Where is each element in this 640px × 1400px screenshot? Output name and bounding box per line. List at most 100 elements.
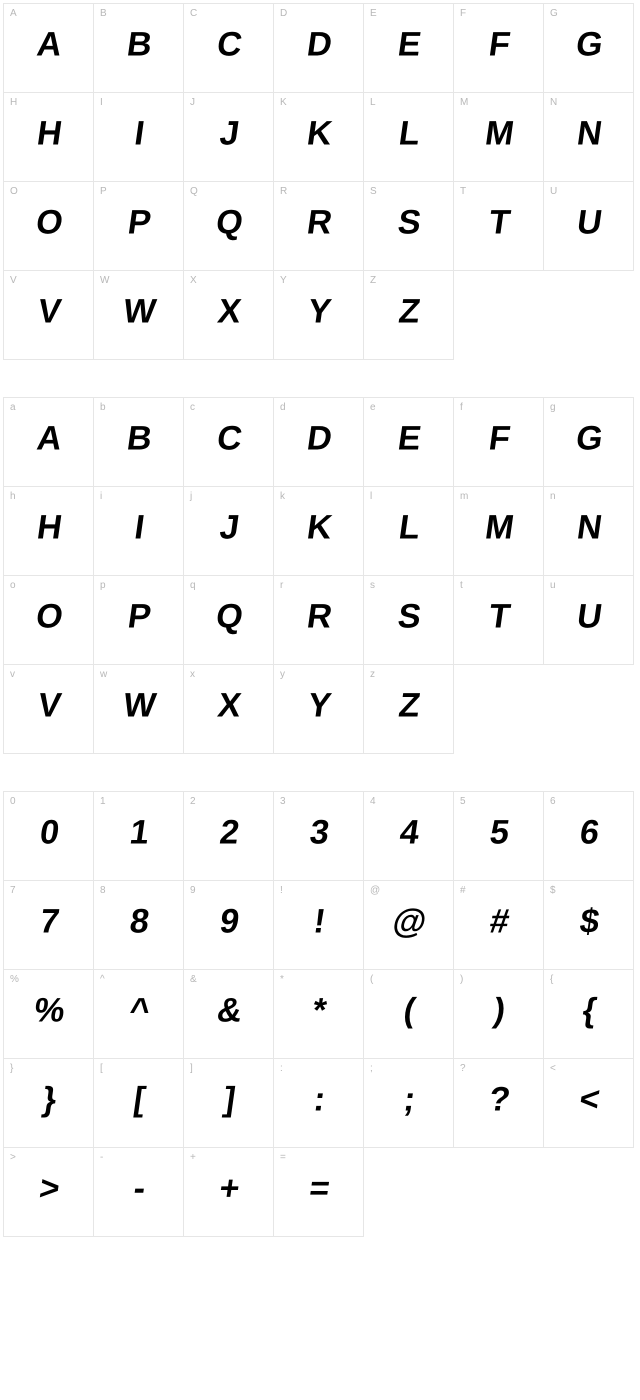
glyph-cell: 55 [453,791,544,881]
glyph-cell: bB [93,397,184,487]
cell-label: 2 [190,796,196,807]
cell-glyph: * [310,991,328,1030]
cell-glyph: G [573,25,604,64]
cell-label: H [10,97,17,108]
glyph-cell: && [183,969,274,1059]
cell-glyph: F [486,25,511,64]
cell-label: q [190,580,196,591]
cell-glyph: H [34,114,63,153]
cell-glyph: O [33,203,64,242]
cell-glyph: R [304,203,333,242]
glyph-cell: ++ [183,1147,274,1237]
cell-glyph: D [304,419,333,458]
cell-glyph: U [574,203,603,242]
cell-glyph: K [304,508,333,547]
glyph-cell: 33 [273,791,364,881]
cell-glyph: 5 [487,813,510,852]
cell-label: n [550,491,556,502]
glyph-cell: ?? [453,1058,544,1148]
glyph-cell: WW [93,270,184,360]
glyph-cell: 88 [93,880,184,970]
cell-label: R [280,186,287,197]
cell-glyph: 7 [37,902,60,941]
cell-glyph: ) [491,991,507,1030]
cell-label: ( [370,974,373,985]
cell-glyph: ( [401,991,417,1030]
cell-label: { [550,974,553,985]
cell-glyph: P [125,203,152,242]
cell-glyph: F [486,419,511,458]
glyph-cell: fF [453,397,544,487]
cell-label: z [370,669,375,680]
glyph-cell: FF [453,3,544,93]
glyph-cell: AA [3,3,94,93]
glyph-cell: vV [3,664,94,754]
empty-cell [363,1147,454,1237]
cell-label: O [10,186,18,197]
cell-glyph: B [124,25,153,64]
glyph-cell: uU [543,575,634,665]
glyph-cell: -- [93,1147,184,1237]
glyph-cell: ** [273,969,364,1059]
glyph-cell: ## [453,880,544,970]
cell-glyph: 4 [397,813,420,852]
cell-label: l [370,491,372,502]
cell-glyph: K [304,114,333,153]
cell-label: t [460,580,463,591]
cell-label: : [280,1063,283,1074]
glyph-cell: wW [93,664,184,754]
section-lowercase: aAbBcCdDeEfFgGhHiIjJkKlLmMnNoOpPqQrRsStT… [4,398,636,754]
cell-label: Z [370,275,376,286]
cell-glyph: ? [486,1080,511,1119]
glyph-cell: ]] [183,1058,274,1148]
glyph-cell: == [273,1147,364,1237]
cell-label: = [280,1152,286,1163]
cell-glyph: ] [221,1080,237,1119]
cell-glyph: - [131,1169,147,1208]
cell-glyph: @ [390,902,428,941]
glyph-cell: 44 [363,791,454,881]
cell-glyph: A [34,25,63,64]
glyph-cell: mM [453,486,544,576]
cell-glyph: I [132,114,146,153]
cell-glyph: H [34,508,63,547]
cell-glyph: W [120,292,157,331]
cell-glyph: 8 [127,902,150,941]
glyph-grid: aAbBcCdDeEfFgGhHiIjJkKlLmMnNoOpPqQrRsStT… [4,398,636,754]
glyph-cell: YY [273,270,364,360]
glyph-cell: UU [543,181,634,271]
cell-label: 6 [550,796,556,807]
cell-label: m [460,491,468,502]
cell-label: v [10,669,15,680]
cell-label: A [10,8,17,19]
cell-glyph: A [34,419,63,458]
cell-glyph: J [217,508,240,547]
glyph-cell: NN [543,92,634,182]
cell-label: a [10,402,16,413]
cell-glyph: > [36,1169,60,1208]
cell-label: N [550,97,557,108]
glyph-cell: TT [453,181,544,271]
cell-label: r [280,580,283,591]
empty-cell [543,1147,634,1237]
cell-glyph: M [482,114,515,153]
glyph-cell: %% [3,969,94,1059]
cell-label: ? [460,1063,466,1074]
cell-glyph: # [487,902,510,941]
glyph-cell: LL [363,92,454,182]
cell-glyph: Q [213,203,244,242]
cell-label: 7 [10,885,16,896]
glyph-cell: jJ [183,486,274,576]
glyph-cell: eE [363,397,454,487]
cell-label: i [100,491,102,502]
cell-label: ) [460,974,463,985]
glyph-cell: GG [543,3,634,93]
cell-glyph: 0 [37,813,60,852]
cell-glyph: { [580,991,598,1030]
cell-label: * [280,974,284,985]
cell-glyph: < [576,1080,600,1119]
cell-glyph: S [395,597,422,636]
character-map: AABBCCDDEEFFGGHHIIJJKKLLMMNNOOPPQQRRSSTT… [4,4,636,1237]
glyph-cell: $$ [543,880,634,970]
glyph-cell: )) [453,969,544,1059]
